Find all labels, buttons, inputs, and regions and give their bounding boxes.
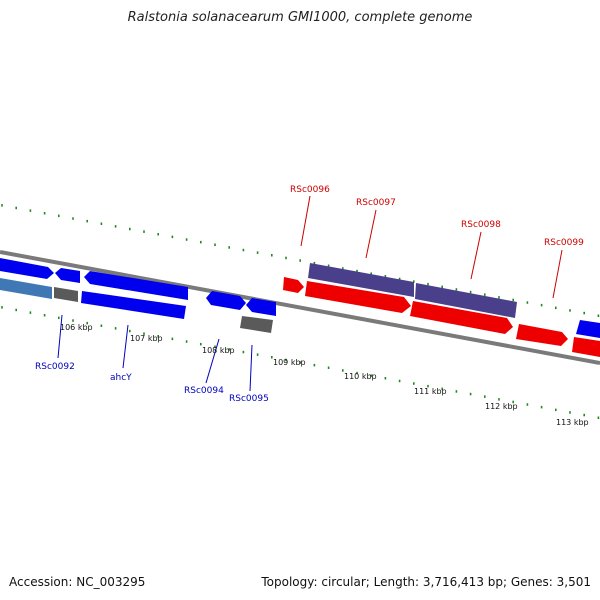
genome-backbone — [0, 250, 600, 365]
gene-label[interactable]: RSc0099 — [544, 238, 584, 248]
gene-label[interactable]: RSc0098 — [461, 220, 501, 230]
gene-label-track: RSc0096 RSc0097 RSc0098 RSc0099 RSc0092 … — [35, 185, 584, 404]
gene-label[interactable]: RSc0095 — [229, 394, 269, 404]
kbp-label: 108 kbp — [202, 346, 235, 355]
gene-feature[interactable] — [55, 268, 80, 283]
gene-feature[interactable] — [0, 258, 54, 279]
kbp-label: 112 kbp — [485, 402, 518, 411]
genome-summary: Topology: circular; Length: 3,716,413 bp… — [261, 575, 591, 589]
gene-feature[interactable] — [283, 277, 304, 293]
gene-label[interactable]: ahcY — [110, 373, 132, 383]
gene-feature[interactable] — [81, 291, 186, 319]
gene-label[interactable]: RSc0094 — [184, 386, 224, 396]
gene-features — [0, 258, 600, 357]
gene-label[interactable]: RSc0096 — [290, 185, 330, 195]
kbp-label: 110 kbp — [344, 372, 377, 381]
gene-feature[interactable] — [240, 316, 273, 333]
accession-label: Accession: NC_003295 — [9, 575, 146, 589]
gene-label[interactable]: RSc0092 — [35, 362, 75, 372]
gene-feature[interactable] — [246, 298, 276, 316]
gene-feature[interactable] — [305, 281, 411, 313]
gene-label[interactable]: RSc0097 — [356, 198, 396, 208]
kbp-label-track: 106 kbp 107 kbp 108 kbp 109 kbp 110 kbp … — [60, 323, 589, 427]
kbp-label: 111 kbp — [414, 387, 447, 396]
gene-feature[interactable] — [576, 320, 600, 338]
gene-feature[interactable] — [516, 324, 568, 346]
gene-feature[interactable] — [572, 337, 600, 357]
gene-feature[interactable] — [54, 287, 78, 302]
kbp-label: 109 kbp — [273, 358, 306, 367]
gene-feature[interactable] — [84, 271, 188, 300]
kbp-label: 107 kbp — [130, 334, 163, 343]
label-leaders — [57, 195, 563, 392]
gene-feature[interactable] — [415, 283, 517, 318]
gene-feature[interactable] — [0, 278, 52, 299]
kbp-label: 106 kbp — [60, 323, 93, 332]
gene-feature[interactable] — [410, 301, 513, 334]
gene-feature[interactable] — [308, 263, 414, 297]
kbp-label: 113 kbp — [556, 418, 589, 427]
gene-feature[interactable] — [206, 291, 246, 310]
lower-tick-track — [1, 306, 600, 419]
map-title: Ralstonia solanacearum GMI1000, complete… — [127, 10, 473, 25]
